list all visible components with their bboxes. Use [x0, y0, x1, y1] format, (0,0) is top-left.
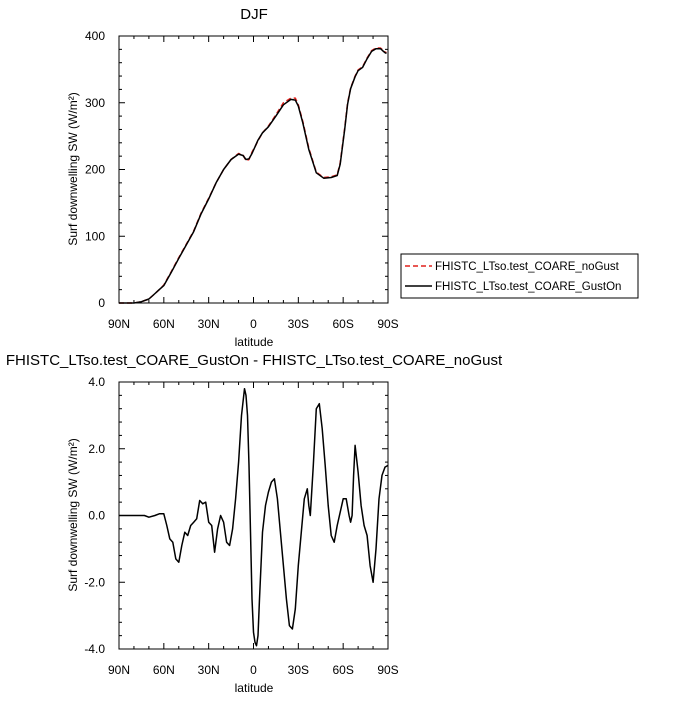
x-tick-label: 90S: [377, 317, 398, 331]
x-tick-label: 30N: [198, 663, 220, 677]
legend-box: [400, 253, 639, 299]
y-tick-label: 400: [85, 29, 105, 43]
series-line-nogust: [119, 47, 387, 304]
top-x-axis-label: latitude: [235, 335, 274, 349]
legend-label-guston: FHISTC_LTso.test_COARE_GustOn: [435, 281, 621, 293]
x-tick-label: 30S: [288, 663, 309, 677]
top-series-group: [119, 47, 387, 304]
x-tick-label: 60S: [332, 317, 353, 331]
x-tick-label: 90N: [108, 663, 130, 677]
x-tick-label: 90S: [377, 663, 398, 677]
legend: FHISTC_LTso.test_COARE_noGust FHISTC_LTs…: [400, 253, 639, 299]
y-tick-label: -4.0: [84, 642, 105, 656]
bottom-x-axis-label: latitude: [235, 681, 274, 695]
panel-bottom: FHISTC_LTso.test_COARE_GustOn - FHISTC_L…: [6, 352, 503, 695]
bottom-series-group: [119, 387, 389, 647]
top-title: DJF: [240, 6, 268, 23]
x-tick-label: 90N: [108, 317, 130, 331]
panel-top: DJF 90N 60N 30N 0 30S 60S 90S 0 100 200 300 400 la…: [66, 6, 639, 349]
y-tick-label: 200: [85, 163, 105, 177]
top-y-tick-labels: 0 100 200 300 400: [85, 29, 105, 310]
top-x-tick-labels: 90N 60N 30N 0 30S 60S 90S: [108, 317, 399, 331]
y-tick-label: 100: [85, 229, 105, 243]
y-tick-label: -2.0: [84, 575, 105, 589]
y-tick-label: 4.0: [88, 375, 105, 389]
y-tick-label: 0: [98, 296, 105, 310]
x-tick-label: 60N: [153, 663, 175, 677]
series-line-guston: [119, 47, 387, 304]
top-axis-ticks: [118, 35, 389, 304]
top-plot-frame: [118, 35, 389, 304]
y-tick-label: 300: [85, 96, 105, 110]
bottom-title: FHISTC_LTso.test_COARE_GustOn - FHISTC_L…: [6, 352, 503, 369]
x-tick-label: 30N: [198, 317, 220, 331]
legend-label-nogust: FHISTC_LTso.test_COARE_noGust: [435, 261, 620, 273]
bottom-y-tick-labels: -4.0 -2.0 0.0 2.0 4.0: [84, 375, 105, 656]
y-tick-label: 2.0: [88, 442, 105, 456]
top-y-axis-label: Surf downwelling SW (W/m²): [66, 92, 80, 245]
bottom-plot-frame: [118, 381, 389, 650]
bottom-x-tick-labels: 90N 60N 30N 0 30S 60S 90S: [108, 663, 399, 677]
bottom-axis-ticks: [118, 381, 389, 650]
bottom-y-axis-label: Surf downwelling SW (W/m²): [66, 438, 80, 591]
x-tick-label: 30S: [288, 317, 309, 331]
x-tick-label: 0: [250, 317, 257, 331]
x-tick-label: 0: [250, 663, 257, 677]
y-tick-label: 0.0: [88, 509, 105, 523]
x-tick-label: 60S: [332, 663, 353, 677]
series-line-difference: [119, 387, 389, 647]
x-tick-label: 60N: [153, 317, 175, 331]
